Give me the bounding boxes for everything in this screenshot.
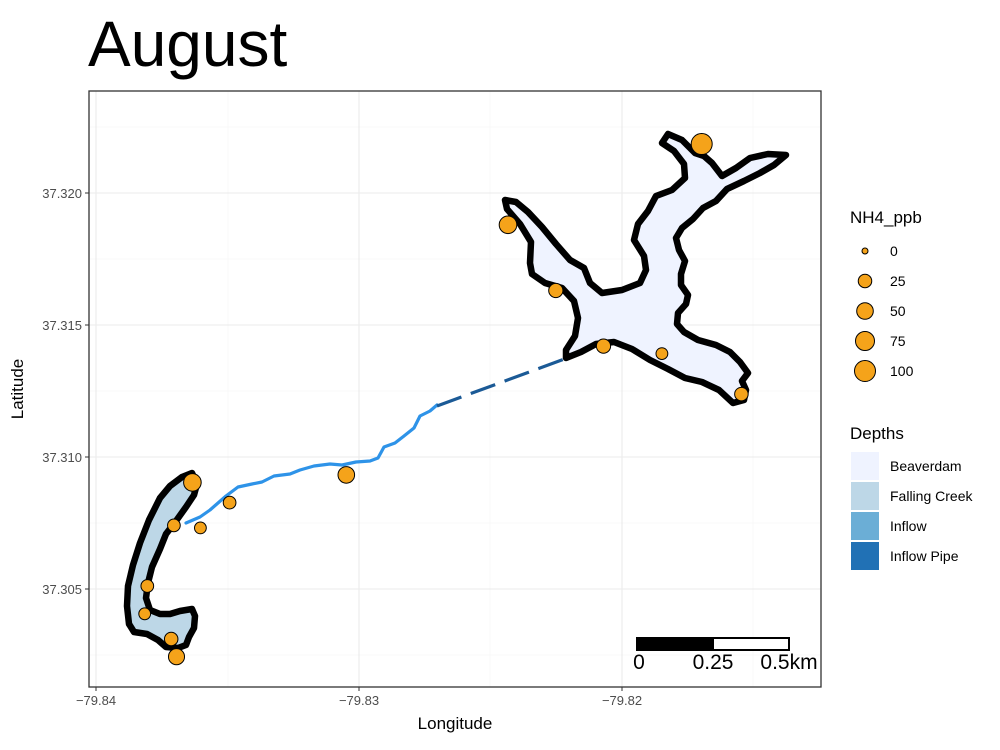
sample-point xyxy=(138,607,152,621)
sample-point xyxy=(734,386,749,402)
sample-point xyxy=(183,473,202,492)
sample-points xyxy=(138,133,749,666)
y-axis-label: Latitude xyxy=(8,359,27,420)
y-tick-label: 37.315 xyxy=(42,318,82,333)
scale-bar: 0 0.25 0.5km xyxy=(633,637,818,674)
x-axis: −79.84 −79.83 −79.82 Longitude xyxy=(76,687,642,733)
sample-point xyxy=(167,648,186,666)
scale-label-1: 0.25 xyxy=(693,651,734,674)
legend-nh4-label: 50 xyxy=(890,303,906,319)
sample-point xyxy=(337,466,356,484)
legend-depths-label: Beaverdam xyxy=(890,458,962,474)
x-tick-label: −79.84 xyxy=(76,693,116,708)
legend-nh4: NH4_ppb 0 25 50 75 100 xyxy=(850,208,922,382)
legend-depths-label: Falling Creek xyxy=(890,488,973,504)
sample-point xyxy=(167,518,181,533)
x-tick-label: −79.82 xyxy=(602,693,642,708)
panel-border xyxy=(88,90,822,688)
scale-bar-fill xyxy=(636,637,714,651)
x-tick-label: −79.83 xyxy=(339,693,379,708)
y-tick-label: 37.310 xyxy=(42,450,82,465)
legend-key-falling-creek xyxy=(851,482,879,510)
sample-point xyxy=(222,495,237,510)
legend-nh4-key xyxy=(855,331,875,351)
beaverdam-reservoir xyxy=(501,130,790,407)
scale-label-2: 0.5km xyxy=(760,651,817,674)
legend-key-inflow-pipe xyxy=(851,542,879,570)
map-title: August xyxy=(88,8,287,80)
sample-point xyxy=(690,133,713,155)
sample-point xyxy=(655,347,669,361)
x-axis-label: Longitude xyxy=(418,714,493,733)
legend-depths-title: Depths xyxy=(850,424,904,443)
legend-nh4-key xyxy=(857,273,873,289)
sample-point xyxy=(595,338,612,354)
y-axis: 37.305 37.310 37.315 37.320 Latitude xyxy=(8,186,89,597)
minor-grid xyxy=(89,91,821,687)
legend-key-beaverdam xyxy=(851,452,879,480)
major-grid xyxy=(89,91,821,687)
legend-key-inflow xyxy=(851,512,879,540)
legend-nh4-key xyxy=(861,247,869,255)
legend-nh4-title: NH4_ppb xyxy=(850,208,922,227)
y-tick-label: 37.305 xyxy=(42,582,82,597)
legend-nh4-label: 0 xyxy=(890,243,898,259)
sample-point xyxy=(548,282,564,299)
legend-nh4-key xyxy=(854,360,876,382)
sample-point xyxy=(498,215,518,235)
inflow-pipe xyxy=(436,355,571,408)
sample-point xyxy=(163,631,179,647)
legend-depths: Depths Beaverdam Falling Creek Inflow In… xyxy=(850,424,973,570)
legend-nh4-label: 100 xyxy=(890,363,914,379)
sample-point xyxy=(140,579,155,593)
legend-depths-label: Inflow Pipe xyxy=(890,548,959,564)
legend-nh4-label: 25 xyxy=(890,273,906,289)
scale-label-0: 0 xyxy=(633,651,645,674)
map-panel: 0 0.25 0.5km xyxy=(88,90,822,688)
sample-point xyxy=(194,521,207,535)
inflow-stream xyxy=(184,403,439,525)
y-tick-label: 37.320 xyxy=(42,186,82,201)
legend-depths-label: Inflow xyxy=(890,518,927,534)
legend-nh4-key xyxy=(856,302,874,320)
falling-creek-reservoir xyxy=(123,469,201,652)
legend-nh4-label: 75 xyxy=(890,333,906,349)
